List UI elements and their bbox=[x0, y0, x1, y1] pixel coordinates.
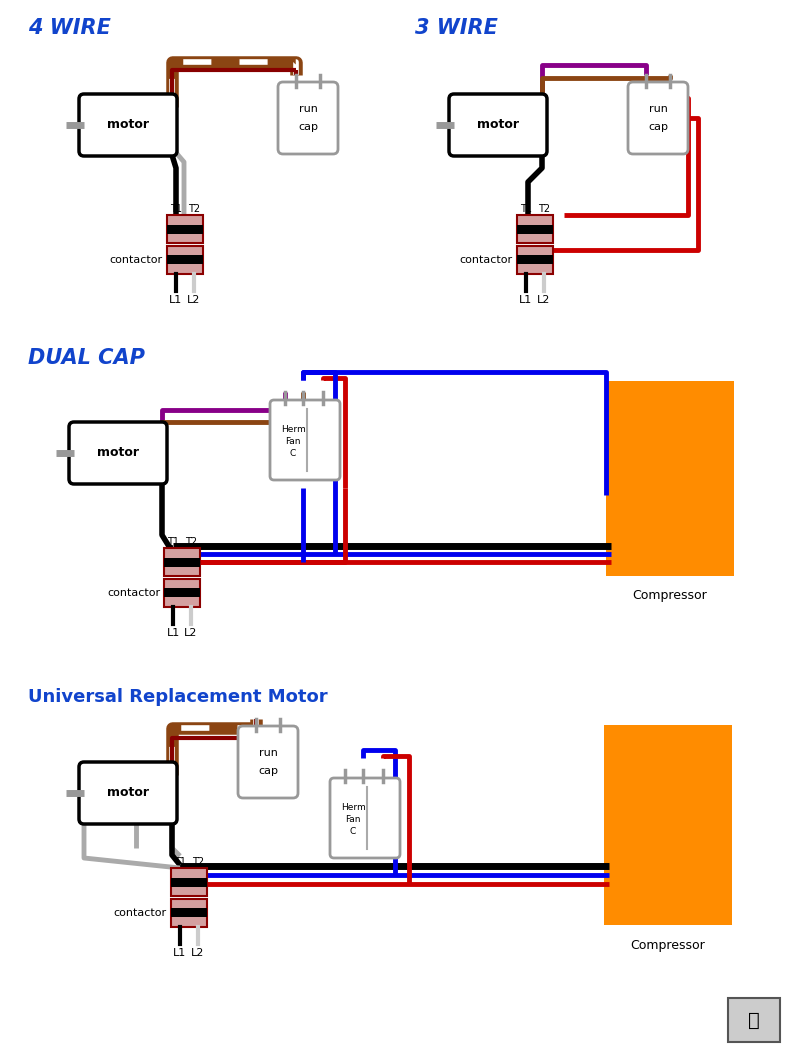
Text: Herm: Herm bbox=[341, 803, 366, 813]
Text: Universal Replacement Motor: Universal Replacement Motor bbox=[28, 688, 328, 706]
FancyBboxPatch shape bbox=[728, 999, 780, 1042]
Text: motor: motor bbox=[107, 787, 149, 799]
Text: T2: T2 bbox=[188, 204, 200, 214]
FancyBboxPatch shape bbox=[79, 94, 177, 156]
FancyBboxPatch shape bbox=[79, 762, 177, 824]
Text: T2: T2 bbox=[192, 856, 204, 867]
Bar bbox=[171, 868, 207, 896]
Text: cap: cap bbox=[258, 766, 278, 776]
Bar bbox=[167, 255, 203, 264]
FancyBboxPatch shape bbox=[238, 726, 298, 798]
Text: contactor: contactor bbox=[114, 908, 167, 918]
Text: L2: L2 bbox=[538, 295, 550, 305]
Text: cap: cap bbox=[648, 122, 668, 132]
Text: 🔧: 🔧 bbox=[748, 1010, 760, 1029]
Bar bbox=[167, 246, 203, 273]
Text: run: run bbox=[258, 748, 278, 758]
Bar bbox=[604, 725, 732, 925]
Text: Herm: Herm bbox=[281, 425, 306, 435]
Text: contactor: contactor bbox=[460, 255, 513, 265]
Text: L1: L1 bbox=[166, 628, 180, 638]
Bar bbox=[606, 381, 734, 576]
Text: L1: L1 bbox=[170, 295, 182, 305]
Text: L2: L2 bbox=[184, 628, 198, 638]
Bar bbox=[517, 225, 553, 234]
Text: contactor: contactor bbox=[107, 588, 160, 598]
Bar bbox=[164, 588, 200, 597]
Text: L2: L2 bbox=[191, 948, 205, 958]
Text: L1: L1 bbox=[519, 295, 533, 305]
Bar bbox=[171, 908, 207, 917]
Text: T1: T1 bbox=[170, 204, 182, 214]
Bar bbox=[517, 215, 553, 243]
Text: motor: motor bbox=[107, 119, 149, 131]
Text: L2: L2 bbox=[187, 295, 201, 305]
Text: run: run bbox=[298, 104, 318, 114]
Text: Fan: Fan bbox=[346, 815, 361, 825]
FancyBboxPatch shape bbox=[449, 94, 547, 156]
Bar bbox=[171, 899, 207, 928]
Text: T1: T1 bbox=[520, 204, 532, 214]
Text: T2: T2 bbox=[185, 537, 197, 547]
FancyBboxPatch shape bbox=[270, 400, 340, 480]
Text: T1: T1 bbox=[167, 537, 179, 547]
Bar bbox=[171, 878, 207, 887]
Bar bbox=[164, 548, 200, 576]
Bar bbox=[517, 255, 553, 264]
FancyBboxPatch shape bbox=[628, 82, 688, 154]
FancyBboxPatch shape bbox=[330, 778, 400, 858]
Bar bbox=[167, 225, 203, 234]
Text: Compressor: Compressor bbox=[633, 589, 707, 602]
Text: contactor: contactor bbox=[110, 255, 163, 265]
Bar bbox=[167, 215, 203, 243]
Text: L1: L1 bbox=[174, 948, 186, 958]
Text: run: run bbox=[649, 104, 667, 114]
Text: Fan: Fan bbox=[286, 438, 301, 446]
Text: T2: T2 bbox=[538, 204, 550, 214]
Text: cap: cap bbox=[298, 122, 318, 132]
FancyBboxPatch shape bbox=[278, 82, 338, 154]
Bar bbox=[164, 558, 200, 567]
Bar bbox=[164, 579, 200, 607]
Text: DUAL CAP: DUAL CAP bbox=[28, 348, 145, 368]
Bar bbox=[517, 246, 553, 273]
Text: C: C bbox=[350, 828, 356, 836]
Text: C: C bbox=[290, 449, 296, 459]
Text: motor: motor bbox=[97, 446, 139, 459]
FancyBboxPatch shape bbox=[69, 422, 167, 484]
Text: Compressor: Compressor bbox=[630, 939, 706, 952]
Text: T1: T1 bbox=[174, 856, 186, 867]
Text: 4 WIRE: 4 WIRE bbox=[28, 18, 111, 38]
Text: 3 WIRE: 3 WIRE bbox=[415, 18, 498, 38]
Text: motor: motor bbox=[477, 119, 519, 131]
